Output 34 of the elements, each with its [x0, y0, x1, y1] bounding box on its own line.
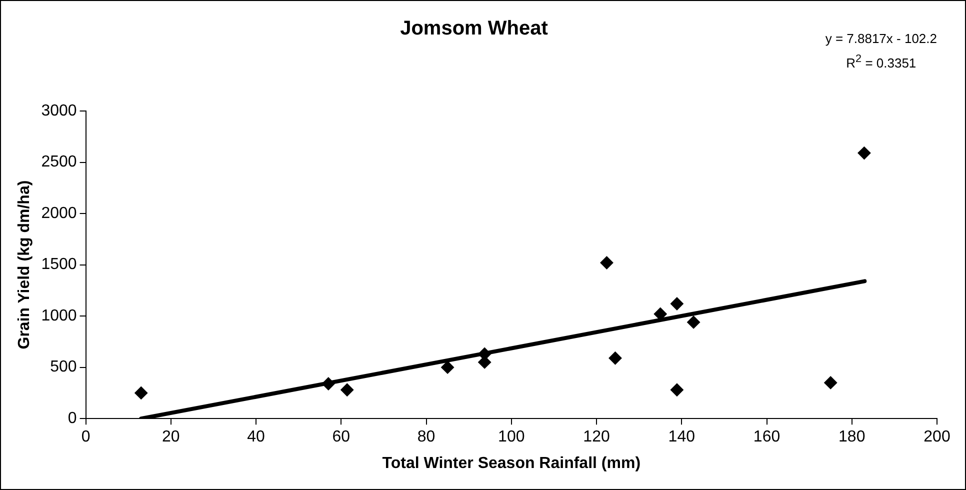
point	[687, 316, 700, 329]
point	[134, 386, 148, 400]
point	[858, 146, 871, 160]
point	[322, 377, 335, 390]
point	[600, 256, 614, 270]
y-axis-title: Grain Yield (kg dm/ha)	[16, 180, 34, 350]
y-tick-label: 1500	[41, 256, 77, 274]
x-tick-label: 0	[81, 428, 90, 446]
chart-title: Jomsom Wheat	[400, 18, 548, 40]
point	[824, 376, 838, 390]
y-tick-label: 0	[68, 410, 77, 428]
y-tick-label: 2000	[41, 204, 77, 222]
y-tick-label: 500	[50, 358, 77, 376]
x-tick-label: 180	[838, 428, 866, 446]
x-tick-label: 200	[924, 428, 950, 446]
x-tick-label: 140	[668, 428, 696, 446]
x-tick-label: 120	[583, 428, 610, 446]
y-tick-label: 3000	[41, 102, 77, 120]
text: R$^{2}$ = 0.3351	[845, 52, 918, 72]
point	[670, 297, 684, 310]
y-tick-label: 1000	[41, 307, 77, 324]
x-tick-label: 160	[753, 428, 780, 446]
y-tick-label: 2500	[41, 154, 77, 171]
x-tick-label: 80	[417, 428, 436, 446]
x-tick-label: 20	[162, 428, 180, 446]
x-tick-label: 100	[498, 428, 525, 446]
text: y = 7.8817x - 102.2	[825, 30, 937, 48]
point	[608, 352, 622, 365]
point	[670, 383, 684, 396]
x-axis-title: Total Winter Season Rainfall (mm)	[382, 454, 641, 472]
point	[441, 360, 454, 374]
x-tick-label: 40	[247, 428, 266, 446]
x-tick-label: 60	[332, 428, 350, 446]
point	[340, 383, 354, 396]
